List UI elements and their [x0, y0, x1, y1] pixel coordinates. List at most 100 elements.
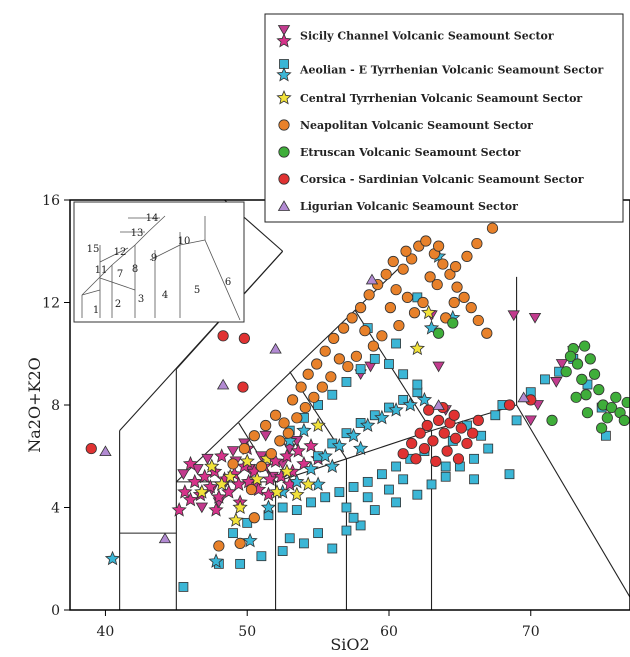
data-point: [303, 461, 319, 476]
data-point: [228, 528, 238, 539]
data-point: [601, 412, 613, 424]
data-point: [269, 409, 282, 421]
data-point: [310, 417, 326, 433]
data-points: [85, 222, 630, 592]
data-point: [238, 442, 250, 455]
y-axis-title: Na2O+K2O: [25, 357, 44, 453]
data-point: [213, 540, 225, 552]
data-point: [555, 359, 569, 370]
data-point: [99, 445, 112, 457]
data-point: [398, 474, 409, 485]
data-point: [327, 389, 338, 400]
legend-marker: [277, 25, 291, 36]
data-point: [313, 528, 324, 539]
data-point: [178, 582, 189, 592]
data-point: [546, 414, 558, 426]
data-point: [376, 330, 388, 342]
data-point: [384, 484, 394, 495]
data-point: [306, 497, 316, 508]
data-point: [302, 368, 314, 380]
data-point: [472, 414, 484, 426]
data-point: [621, 396, 630, 409]
data-point: [437, 258, 449, 270]
data-point: [331, 437, 348, 453]
inset-line: [204, 239, 241, 321]
data-point: [401, 291, 414, 303]
y-tick-label: 4: [51, 501, 60, 517]
data-point: [570, 391, 582, 403]
data-point: [469, 453, 479, 464]
data-point: [355, 364, 366, 375]
data-point: [433, 240, 445, 252]
legend-marker: [278, 173, 290, 185]
data-point: [421, 304, 437, 320]
data-point: [472, 314, 484, 327]
data-point: [187, 473, 203, 489]
legend-label: Central Tyrrhenian Volcanic Seamount Sec…: [300, 92, 582, 105]
inset-field-number: 4: [162, 290, 168, 301]
data-point: [580, 389, 592, 401]
data-point: [319, 345, 331, 357]
legend-label: Aeolian - E Tyrrhenian Volcanic Seamount…: [299, 64, 603, 77]
data-point: [260, 499, 277, 515]
inset-field-number: 1: [93, 305, 99, 316]
data-point: [300, 476, 316, 491]
inset-line: [111, 244, 136, 266]
data-point: [432, 361, 445, 373]
data-point: [448, 296, 460, 309]
data-point: [471, 237, 483, 250]
data-point: [365, 273, 379, 285]
data-point: [177, 484, 193, 499]
data-point: [369, 505, 380, 515]
data-point: [235, 558, 246, 569]
legend: Sicily Channel Volcanic Seamount Sector A…: [264, 13, 624, 223]
inset-field-number: 5: [194, 285, 200, 296]
data-point: [325, 371, 337, 383]
data-point: [412, 379, 423, 390]
data-point: [438, 427, 450, 439]
data-point: [282, 427, 294, 439]
data-point: [461, 437, 473, 450]
inset-line: [134, 231, 149, 246]
data-point: [448, 409, 460, 421]
inset-field-number: 6: [225, 277, 231, 288]
data-point: [228, 512, 244, 527]
data-point: [409, 340, 425, 356]
data-point: [426, 479, 437, 490]
data-point: [560, 366, 572, 378]
data-point: [388, 402, 404, 417]
data-point: [299, 538, 309, 549]
data-point: [158, 532, 172, 544]
data-point: [237, 381, 249, 393]
inset-line: [81, 289, 101, 296]
inset-field-lines: [81, 215, 241, 321]
data-point: [423, 404, 435, 416]
legend-marker: [276, 32, 292, 48]
data-point: [440, 461, 451, 472]
data-point: [605, 401, 618, 414]
data-point: [420, 235, 432, 247]
data-point: [540, 374, 550, 385]
data-point: [397, 448, 409, 460]
data-point: [194, 484, 210, 499]
data-point: [481, 327, 493, 339]
data-point: [397, 263, 409, 275]
legend-label: Corsica - Sardinian Volcanic Seamount Se…: [300, 173, 584, 186]
data-point: [410, 453, 422, 465]
data-point: [259, 430, 272, 442]
data-point: [255, 460, 267, 473]
data-point: [338, 322, 350, 334]
data-point: [352, 440, 369, 456]
data-point: [367, 340, 379, 352]
data-point: [469, 474, 479, 485]
data-point: [276, 459, 289, 470]
data-point: [316, 381, 328, 393]
data-point: [308, 391, 320, 403]
data-point: [390, 284, 402, 296]
data-point: [431, 278, 443, 291]
data-point: [274, 435, 286, 447]
data-point: [517, 391, 530, 403]
data-point: [483, 443, 494, 454]
inset-line: [81, 264, 113, 296]
